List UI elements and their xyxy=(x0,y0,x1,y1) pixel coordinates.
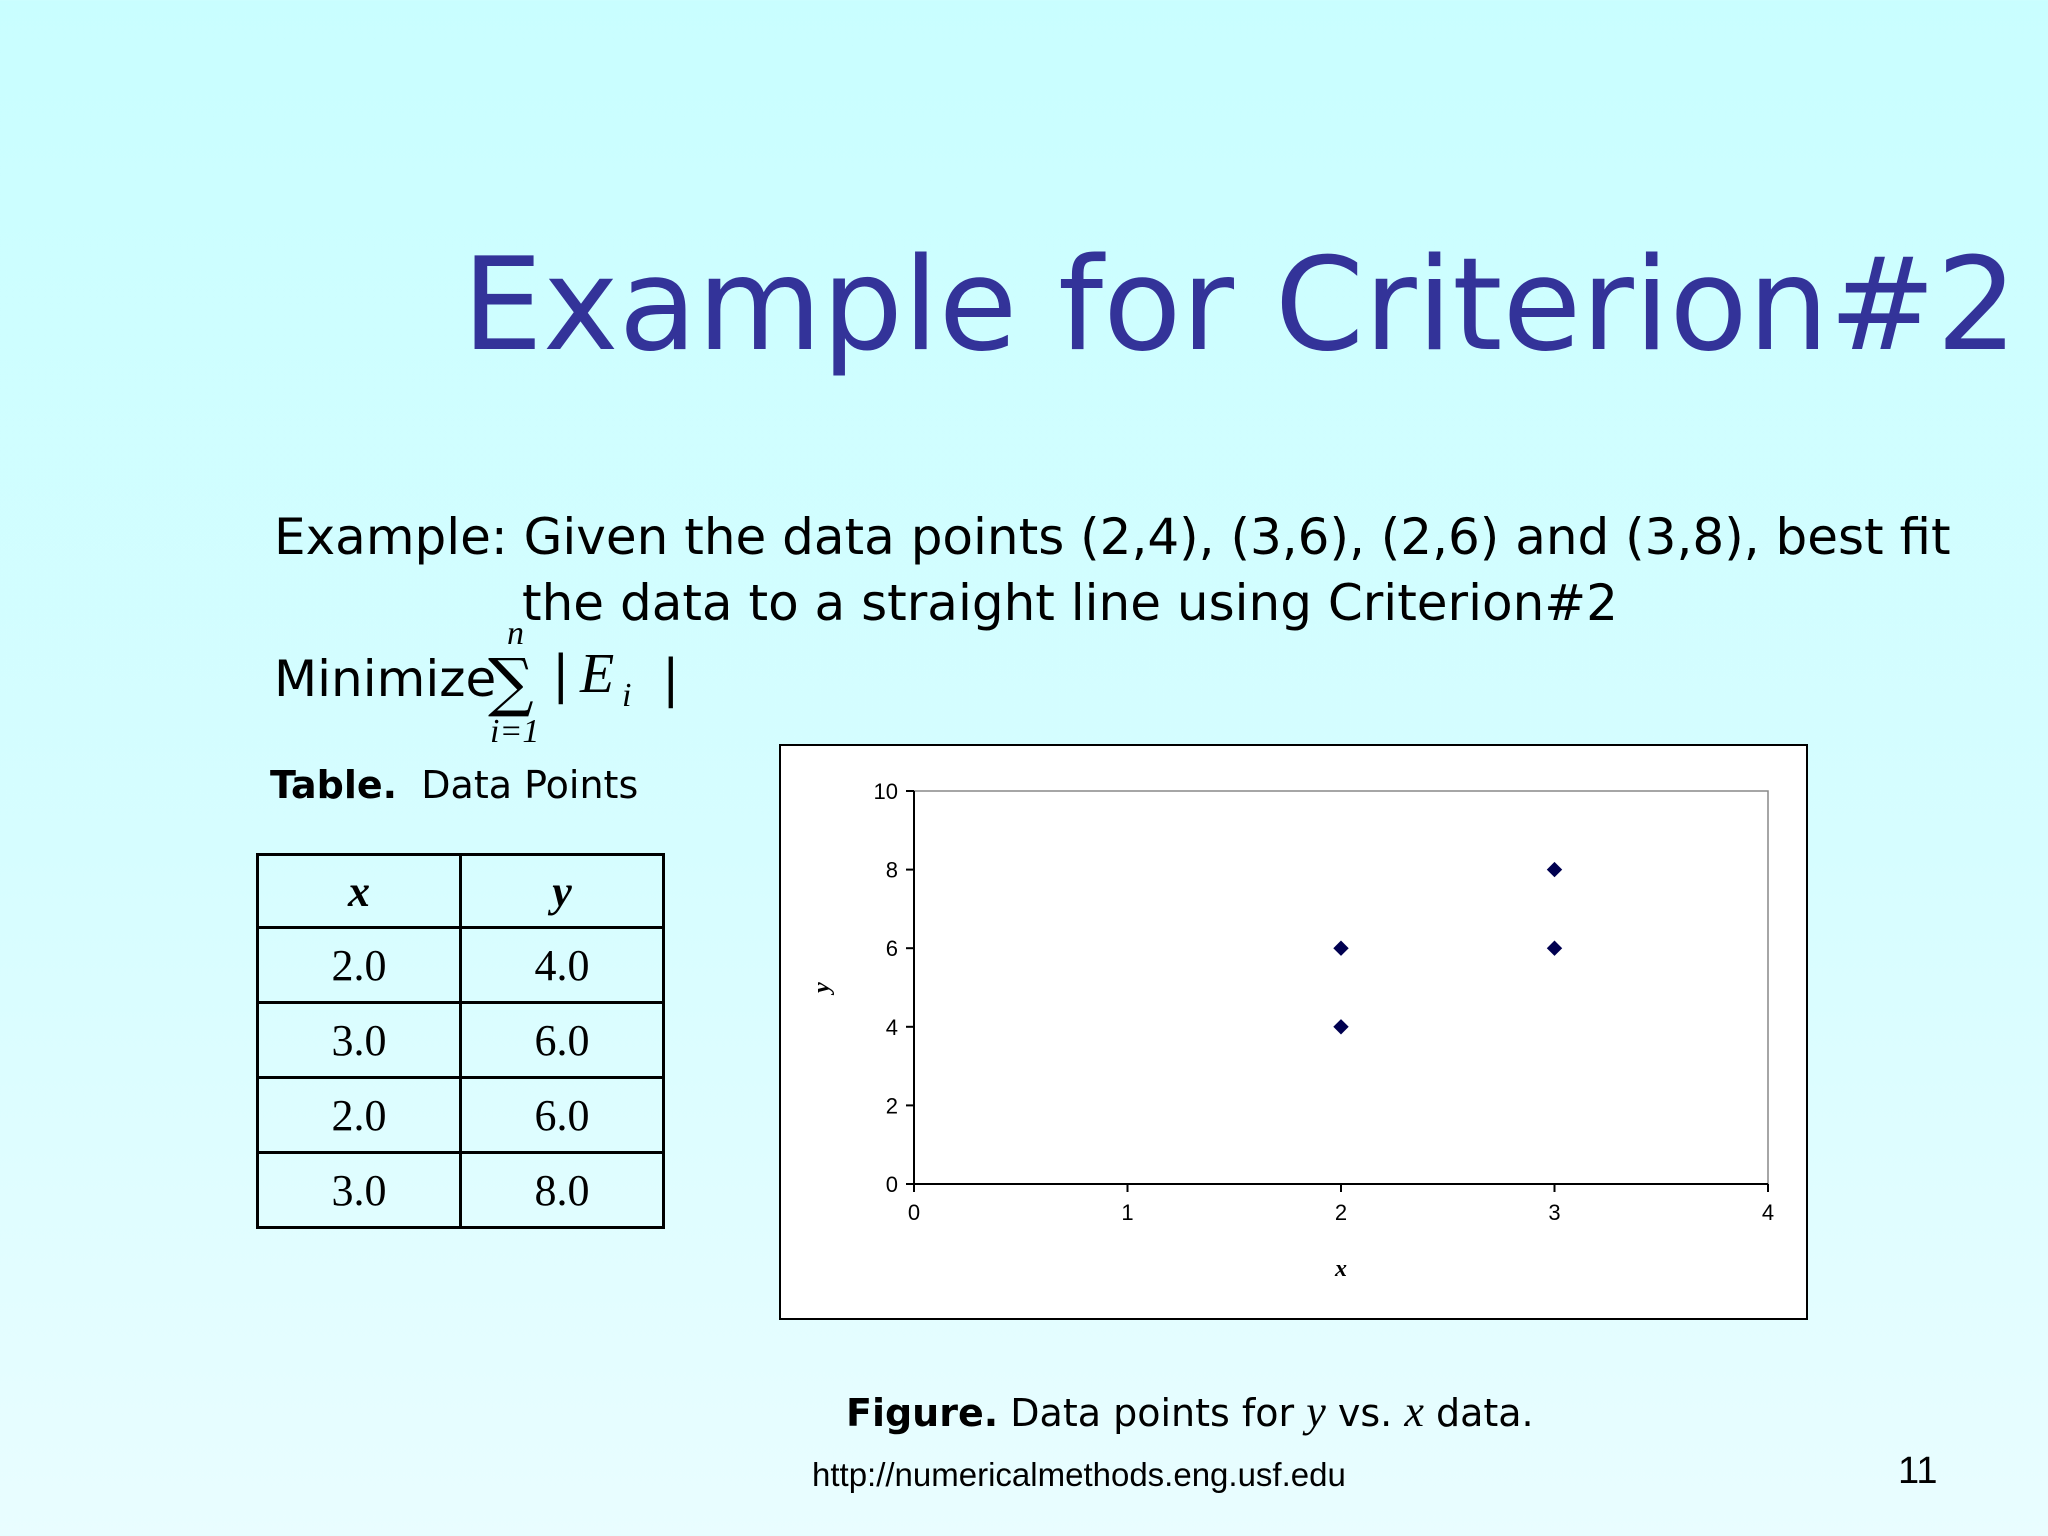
summation-formula: n ∑ | E i | i=1 xyxy=(488,620,680,750)
x-tick-label: 3 xyxy=(1548,1200,1560,1225)
figure-caption-x: x xyxy=(1404,1387,1424,1436)
table-cell: 2.0 xyxy=(256,926,462,1004)
figure-caption-bold: Figure. xyxy=(846,1391,999,1435)
table-header-y: y xyxy=(459,853,665,929)
e-subscript: i xyxy=(622,677,631,714)
slide-title: Example for Criterion#2 xyxy=(462,231,2018,380)
y-axis-label: y xyxy=(809,982,835,996)
x-axis-label: x xyxy=(1334,1256,1347,1282)
x-tick-label: 0 xyxy=(908,1200,920,1225)
table-row: 2.0 6.0 xyxy=(256,1076,665,1154)
e-symbol: E xyxy=(579,643,614,705)
table-cell: 3.0 xyxy=(256,1151,462,1229)
y-tick-label: 10 xyxy=(874,779,898,804)
y-tick-label: 4 xyxy=(886,1015,898,1040)
data-point xyxy=(1333,940,1349,956)
y-tick-label: 0 xyxy=(886,1172,898,1197)
data-point xyxy=(1546,861,1563,878)
table-cell: 6.0 xyxy=(459,1001,665,1079)
sum-upper-limit: n xyxy=(507,620,524,652)
table-cell: 4.0 xyxy=(459,926,665,1004)
y-tick-label: 8 xyxy=(886,858,898,883)
minimize-label: Minimize xyxy=(274,650,497,708)
table-caption: Table. Data Points xyxy=(270,766,638,804)
data-point xyxy=(1333,1019,1349,1035)
data-point xyxy=(1546,940,1563,956)
table-header-x: x xyxy=(256,853,462,929)
figure-caption-pre: Data points for xyxy=(1010,1391,1295,1435)
y-tick-label: 2 xyxy=(886,1093,898,1118)
figure-caption: Figure. Data points for y vs. x data. xyxy=(846,1390,1534,1434)
abs-bar-right: | xyxy=(662,649,680,709)
table-row: 3.0 6.0 xyxy=(256,1001,665,1079)
sigma-symbol: ∑ xyxy=(488,646,534,720)
figure-caption-y: y xyxy=(1306,1387,1326,1436)
plot-area xyxy=(913,790,1769,1185)
table-row: 3.0 8.0 xyxy=(256,1151,665,1229)
table-header-row: x y xyxy=(256,853,665,929)
page-number: 11 xyxy=(1898,1450,1938,1492)
example-text-line1: Example: Given the data points (2,4), (3… xyxy=(274,508,1951,566)
data-points-table: x y 2.0 4.0 3.0 6.0 2.0 6.0 3.0 8.0 xyxy=(256,853,665,1229)
table-cell: 8.0 xyxy=(459,1151,665,1229)
table-caption-text: Data Points xyxy=(421,763,639,807)
figure-caption-mid: vs. xyxy=(1337,1391,1393,1435)
x-tick-label: 2 xyxy=(1335,1200,1347,1225)
example-text-line2: the data to a straight line using Criter… xyxy=(522,574,1618,632)
chart-frame: 0 1 2 3 4 0 2 4 6 8 10 x y xyxy=(779,744,1808,1320)
sum-lower-limit: i=1 xyxy=(490,713,539,750)
table-cell: 6.0 xyxy=(459,1076,665,1154)
scatter-chart: 0 1 2 3 4 0 2 4 6 8 10 x y xyxy=(809,779,1774,1282)
y-tick-label: 6 xyxy=(886,936,898,961)
footer-url: http://numericalmethods.eng.usf.edu xyxy=(812,1456,1346,1493)
table-row: 2.0 4.0 xyxy=(256,926,665,1004)
table-cell: 3.0 xyxy=(256,1001,462,1079)
figure-caption-post: data. xyxy=(1435,1391,1534,1435)
table-cell: 2.0 xyxy=(256,1076,462,1154)
x-tick-label: 1 xyxy=(1121,1200,1133,1225)
x-tick-label: 4 xyxy=(1762,1200,1774,1225)
table-caption-bold: Table. xyxy=(270,763,398,807)
abs-bar-left: | xyxy=(552,645,570,705)
